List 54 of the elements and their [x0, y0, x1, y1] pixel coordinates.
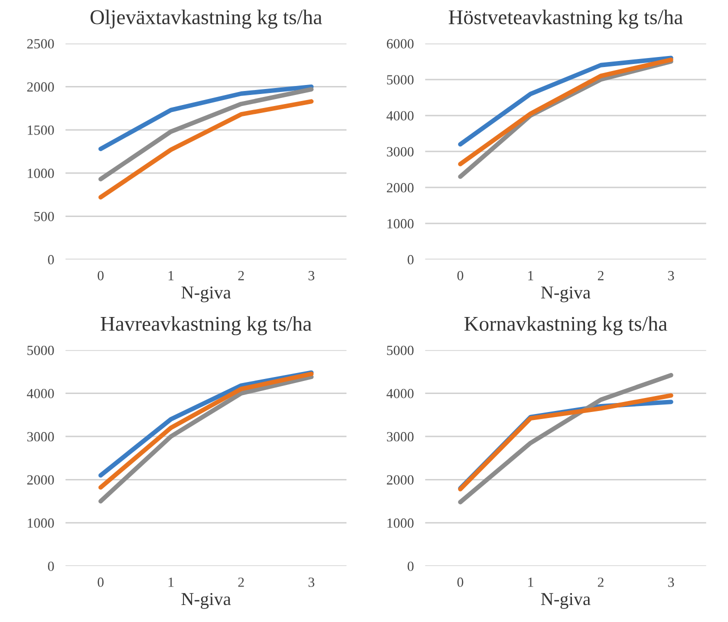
y-tick-label: 2000 — [27, 82, 54, 92]
y-tick-label: 5000 — [387, 75, 414, 84]
y-tick-label: 4000 — [26, 388, 54, 398]
x-tick-label: 2 — [598, 578, 604, 587]
x-tick-label: 1 — [528, 578, 534, 587]
x-axis-title: N-giva — [541, 286, 590, 302]
y-tick-label: 1000 — [388, 518, 414, 528]
y-tick-label: 6000 — [386, 39, 414, 48]
x-tick-label: 0 — [98, 578, 104, 587]
y-tick-label: 1000 — [388, 219, 414, 228]
x-tick-label: 0 — [98, 270, 104, 280]
y-tick-label: 2000 — [386, 183, 414, 192]
y-tick-label: 2500 — [27, 39, 54, 48]
x-tick-label: 1 — [168, 271, 174, 280]
x-tick-label: 2 — [598, 270, 604, 280]
y-tick-label: 3000 — [386, 432, 414, 442]
x-tick-label: 0 — [457, 270, 464, 280]
chart-title: Havreavkastning kg ts/ha — [100, 316, 312, 336]
y-tick-label: 500 — [34, 212, 54, 222]
y-tick-label: 3000 — [386, 147, 414, 156]
line-series — [458, 56, 674, 147]
y-tick-label: 1000 — [28, 168, 54, 178]
y-tick-label: 2000 — [27, 475, 54, 485]
x-tick-label: 3 — [308, 578, 314, 587]
y-tick-label: 5000 — [27, 346, 54, 356]
x-tick-label: 0 — [457, 578, 464, 587]
line-series — [98, 84, 314, 152]
x-tick-label: 3 — [308, 270, 314, 280]
y-tick-label: 0 — [408, 255, 414, 264]
line-series — [98, 99, 314, 200]
x-tick-label: 1 — [168, 578, 174, 587]
x-axis-title: N-giva — [181, 593, 231, 609]
x-axis-title: N-giva — [541, 593, 590, 609]
chart-title: Höstveteavkastning kg ts/ha — [448, 10, 683, 29]
y-tick-label: 2000 — [386, 475, 414, 485]
x-tick-label: 3 — [668, 270, 674, 280]
x-tick-label: 3 — [668, 578, 674, 587]
y-tick-label: 0 — [48, 255, 54, 264]
x-axis-title: N-giva — [181, 286, 231, 302]
y-tick-label: 4000 — [386, 111, 414, 120]
x-tick-label: 2 — [238, 578, 244, 587]
y-tick-label: 1500 — [28, 125, 54, 135]
chart-title: Oljeväxtavkastning kg ts/ha — [90, 10, 322, 29]
y-tick-label: 0 — [48, 562, 54, 571]
y-tick-label: 4000 — [386, 388, 414, 398]
x-tick-label: 1 — [528, 271, 534, 280]
y-tick-label: 5000 — [387, 346, 414, 356]
y-tick-label: 3000 — [27, 432, 54, 442]
y-tick-label: 1000 — [28, 518, 54, 528]
line-series — [458, 372, 674, 504]
x-tick-label: 2 — [238, 270, 244, 280]
chart-title: Kornavkastning kg ts/ha — [464, 316, 668, 336]
y-tick-label: 0 — [408, 562, 414, 571]
line-series — [98, 87, 314, 182]
